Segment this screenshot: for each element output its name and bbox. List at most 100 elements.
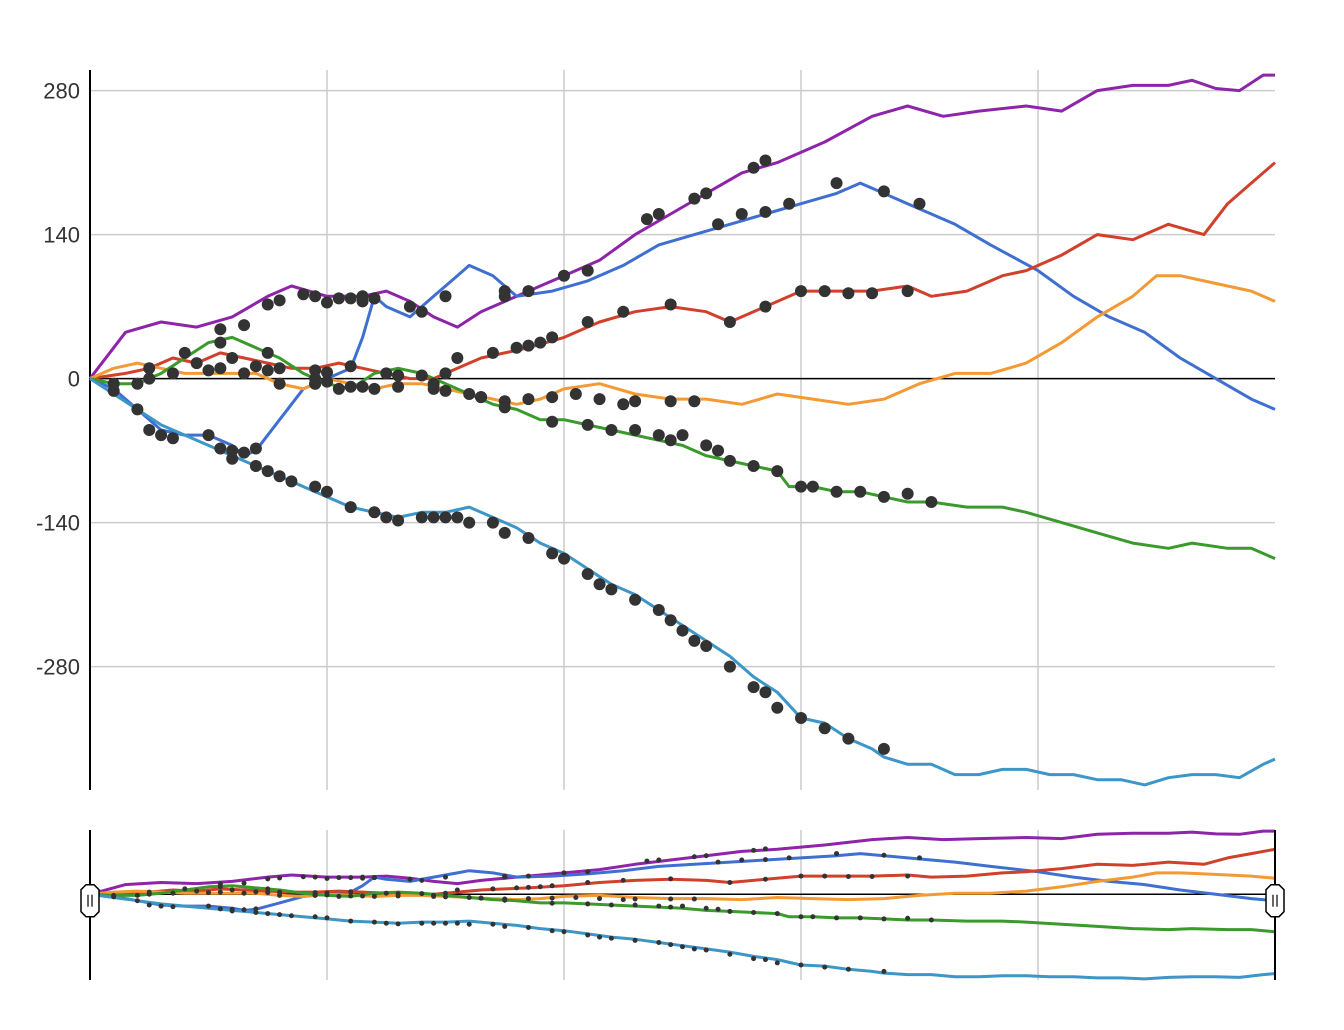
navigator-series-5-marker bbox=[668, 904, 674, 910]
navigator-series-1-marker bbox=[644, 858, 650, 864]
series-4-marker bbox=[664, 395, 677, 408]
navigator-series-5-marker bbox=[703, 905, 709, 911]
handle-body[interactable] bbox=[80, 883, 100, 918]
series-3-marker bbox=[617, 305, 630, 318]
series-6-marker bbox=[368, 506, 381, 519]
navigator-series-6-marker bbox=[549, 928, 555, 934]
series-6-marker bbox=[309, 480, 322, 493]
navigator-series-line-2 bbox=[89, 852, 1276, 912]
navigator-series-6-marker bbox=[798, 962, 804, 968]
series-1-marker bbox=[344, 292, 357, 305]
navigator-series-5-marker bbox=[549, 900, 555, 906]
range-right-handle[interactable] bbox=[1265, 883, 1285, 918]
series-6-marker bbox=[546, 547, 559, 560]
series-6-marker bbox=[439, 511, 452, 524]
navigator-series-1-marker bbox=[277, 875, 283, 881]
series-5-marker bbox=[664, 434, 677, 447]
navigator-series-1-marker bbox=[703, 853, 709, 859]
navigator-series-4-marker bbox=[668, 896, 674, 902]
range-selector[interactable] bbox=[80, 829, 1285, 981]
navigator-series-1-marker bbox=[751, 847, 757, 853]
series-5-marker bbox=[107, 377, 120, 390]
series-line-5 bbox=[89, 335, 1276, 560]
series-6-marker bbox=[321, 485, 333, 498]
series-5-marker bbox=[854, 485, 867, 498]
navigator-series-4-marker bbox=[395, 893, 401, 899]
navigator-series-5-marker bbox=[632, 902, 638, 908]
navigator-series-6-marker bbox=[691, 946, 697, 952]
series-1-marker bbox=[332, 292, 345, 305]
series-5-marker bbox=[475, 391, 488, 404]
navigator-series-6-marker bbox=[253, 910, 259, 915]
series-2-marker bbox=[143, 424, 156, 436]
series-2-marker bbox=[321, 375, 333, 388]
series-1-marker bbox=[581, 264, 594, 277]
series-5-marker bbox=[877, 490, 890, 503]
series-3-marker bbox=[344, 360, 357, 373]
series-2-marker bbox=[783, 197, 796, 210]
series-6-marker bbox=[723, 660, 736, 673]
navigator-series-3-marker bbox=[845, 874, 851, 879]
navigator-series-5-marker bbox=[751, 910, 757, 915]
series-line-3 bbox=[89, 161, 1276, 381]
series-6-marker bbox=[688, 634, 701, 647]
series-5-marker bbox=[795, 480, 807, 493]
navigator-series-4-marker bbox=[277, 892, 283, 898]
series-4-marker bbox=[522, 393, 535, 406]
navigator-series-3-marker bbox=[537, 884, 543, 890]
series-6-marker bbox=[285, 475, 298, 488]
navigator-series-5-marker bbox=[419, 891, 425, 897]
series-2-marker bbox=[166, 432, 179, 445]
navigator-series-5-marker bbox=[217, 884, 223, 890]
navigator-series-6-marker bbox=[312, 914, 318, 920]
navigator-series-line-1 bbox=[89, 829, 1275, 896]
navigator-series-4-marker bbox=[549, 895, 555, 901]
series-4-marker bbox=[569, 388, 582, 400]
series-5-marker bbox=[830, 485, 843, 498]
series-6-marker bbox=[451, 511, 464, 524]
navigator-series-2-marker bbox=[917, 855, 922, 861]
navigator-series-2-marker bbox=[217, 906, 223, 912]
navigator-series-2-marker bbox=[715, 859, 721, 865]
range-left-handle[interactable] bbox=[80, 883, 100, 918]
navigator-series-3-marker bbox=[229, 887, 235, 893]
navigator-series-3-marker bbox=[549, 883, 555, 889]
navigator-series-6-marker bbox=[561, 929, 567, 935]
series-5-marker bbox=[498, 401, 511, 414]
series-3-marker bbox=[901, 285, 914, 298]
navigator-series-5-marker bbox=[585, 901, 591, 907]
series-3-marker bbox=[392, 369, 405, 382]
navigator-series-1-marker bbox=[348, 875, 354, 881]
handle-body[interactable] bbox=[1265, 883, 1285, 918]
series-3-marker bbox=[261, 364, 274, 377]
series-1-marker bbox=[652, 208, 665, 220]
series-2-marker bbox=[877, 185, 890, 198]
navigator-series-4-marker bbox=[206, 890, 211, 896]
navigator-series-1-marker bbox=[241, 880, 247, 886]
navigator-series-6-marker bbox=[431, 920, 437, 926]
navigator-series-5-marker bbox=[383, 890, 389, 896]
navigator-series-2-marker bbox=[206, 903, 211, 909]
navigator-series-5-marker bbox=[715, 906, 721, 912]
series-6-marker bbox=[273, 470, 286, 483]
navigator-series-6-marker bbox=[727, 951, 733, 957]
navigator-series-3-marker bbox=[443, 890, 448, 896]
navigator-series-5-marker bbox=[857, 915, 863, 921]
navigator-series-line-3 bbox=[89, 847, 1276, 896]
series-2-marker bbox=[830, 177, 843, 190]
series-3-marker bbox=[249, 360, 262, 373]
navigator-series-4-marker bbox=[241, 890, 247, 896]
navigator-series-3-marker bbox=[514, 885, 520, 891]
series-5-marker bbox=[700, 439, 713, 452]
series-2-marker bbox=[214, 442, 227, 455]
series-2-marker bbox=[155, 429, 168, 442]
series-5-marker bbox=[581, 418, 594, 431]
series-5-marker bbox=[332, 382, 345, 395]
navigator-series-6-marker bbox=[371, 919, 377, 925]
series-6-marker bbox=[261, 465, 274, 478]
navigator-series-1-marker bbox=[525, 873, 531, 879]
navigator-series-3-marker bbox=[324, 890, 330, 896]
navigator-series-2-marker bbox=[170, 904, 176, 910]
series-5-marker bbox=[771, 465, 784, 478]
y-tick-label: -140 bbox=[36, 511, 80, 536]
